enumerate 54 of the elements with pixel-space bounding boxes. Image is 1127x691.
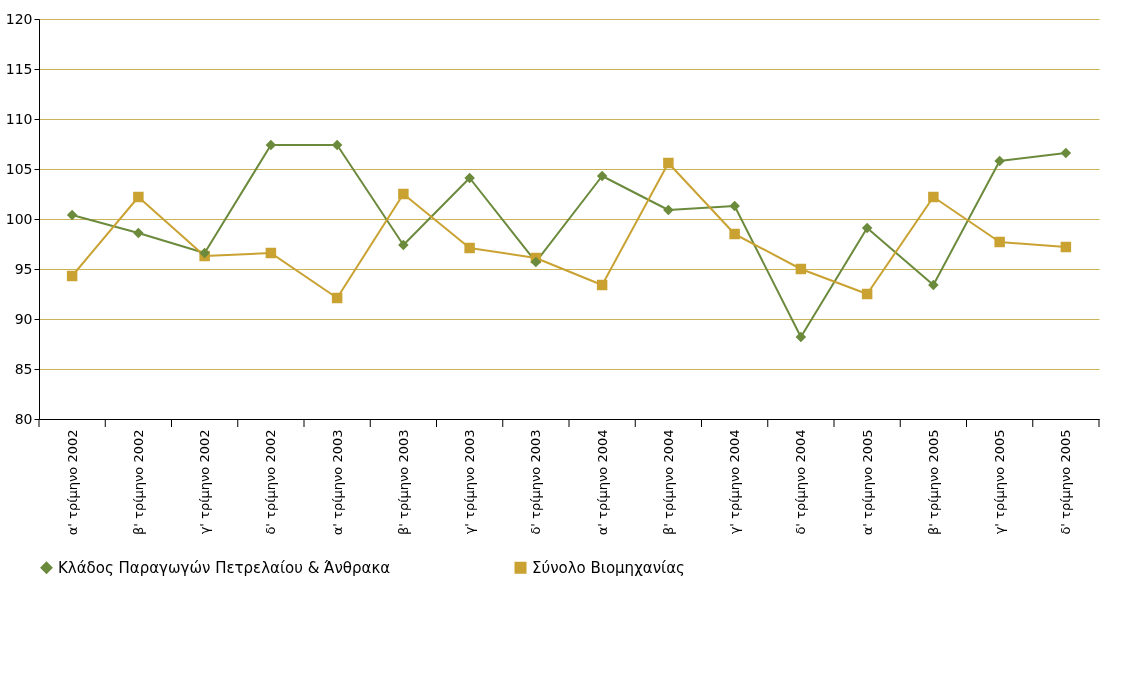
point	[596, 279, 608, 291]
point	[1060, 241, 1072, 253]
x-tick-label: α' τρίμηνο 2002	[64, 429, 80, 536]
point	[663, 204, 674, 216]
y-tick-label: 80	[14, 410, 33, 427]
x-tick-label: δ' τρίμηνο 2002	[263, 429, 279, 535]
point	[331, 292, 343, 304]
point	[729, 200, 740, 212]
point	[133, 227, 144, 239]
point	[398, 188, 409, 200]
y-tick-label: 110	[5, 110, 33, 127]
x-tick-label: β' τρίμηνο 2005	[925, 429, 941, 535]
x-tick-label: α' τρίμηνο 2004	[594, 429, 610, 536]
point	[861, 288, 873, 300]
y-tick-label: 120	[5, 10, 33, 27]
point	[795, 263, 807, 275]
point	[398, 239, 409, 251]
point	[861, 222, 873, 234]
point	[133, 191, 144, 203]
point	[1060, 147, 1072, 159]
x-tick-label: γ' τρίμηνο 2002	[197, 429, 213, 535]
point	[530, 256, 542, 268]
point	[795, 331, 807, 343]
point	[663, 157, 674, 169]
x-tick-label: γ' τρίμηνο 2003	[462, 429, 478, 535]
point	[729, 228, 740, 240]
x-tick-label: δ' τρίμηνο 2005	[1058, 429, 1074, 535]
point	[928, 279, 939, 291]
x-tick-label: β' τρίμηνο 2002	[130, 429, 146, 535]
point	[464, 172, 475, 184]
point	[928, 191, 939, 203]
y-tick-label: 115	[5, 60, 33, 77]
point	[994, 236, 1005, 248]
x-tick-label: α' τρίμηνο 2003	[329, 429, 345, 536]
y-tick-label: 105	[5, 160, 33, 177]
x-tick-label: β' τρίμηνο 2003	[395, 429, 411, 535]
legend-label: Σύνολο Βιομηχανίας	[532, 558, 685, 577]
point	[66, 209, 78, 221]
legend-label: Κλάδος Παραγωγών Πετρελαίου & Άνθρακα	[58, 558, 391, 577]
point	[66, 270, 78, 282]
y-tick-label: 90	[14, 310, 33, 327]
x-tick-label: β' τρίμηνο 2004	[660, 429, 676, 535]
y-tick-label: 85	[14, 360, 33, 377]
x-tick-label: δ' τρίμηνο 2004	[793, 429, 809, 535]
x-tick-label: γ' τρίμηνο 2005	[992, 429, 1008, 535]
y-tick-label: 95	[14, 260, 33, 277]
x-tick-label: α' τρίμηνο 2005	[859, 429, 875, 536]
y-tick-label: 100	[5, 210, 33, 227]
point	[596, 170, 608, 182]
x-tick-label: γ' τρίμηνο 2004	[727, 429, 743, 535]
x-tick-label: δ' τρίμηνο 2003	[528, 429, 544, 535]
point	[265, 247, 277, 259]
point	[994, 155, 1005, 167]
point	[464, 242, 475, 254]
